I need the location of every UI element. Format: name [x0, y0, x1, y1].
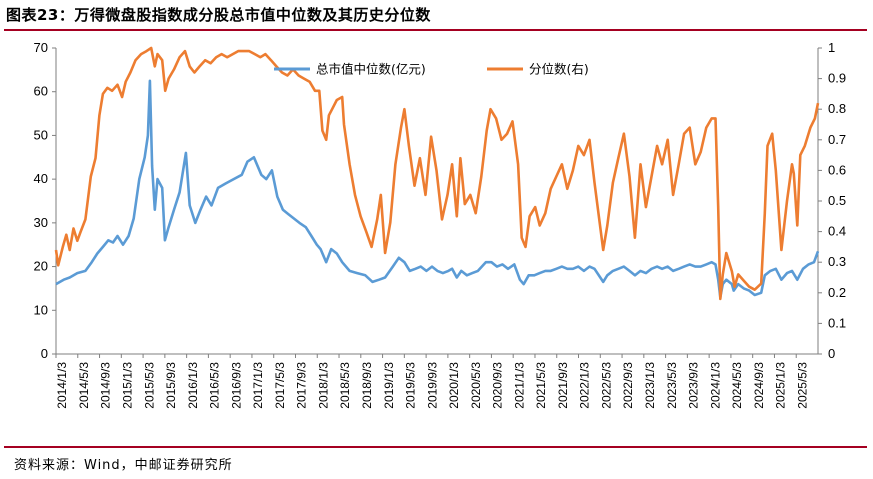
x-tick-label: 2018/9/3: [360, 362, 374, 409]
right-tick-label: 0.7: [828, 132, 846, 147]
series-line-market-cap-median: [55, 79, 820, 299]
right-tick-label: 0.6: [828, 162, 846, 177]
x-tick-label: 2024/1/3: [708, 362, 722, 409]
legend-label: 分位数(右): [529, 62, 589, 77]
x-tick-label: 2016/9/3: [229, 362, 243, 409]
bottom-divider: [4, 446, 867, 448]
x-tick-label: 2014/1/3: [55, 362, 69, 409]
right-tick-label: 0.3: [828, 254, 846, 269]
title-divider: [4, 29, 867, 31]
chart-svg: 0 10 20 30 40 50 60 70 0 0.1 0.2 0.3 0.4 0.5 0.6 0.7 0.8…: [34, 40, 847, 409]
x-tick-label: 2020/5/3: [469, 362, 483, 409]
x-tick-label: 2022/1/3: [578, 362, 592, 409]
x-tick-label: 2014/9/3: [99, 362, 113, 409]
left-tick-label: 0: [41, 346, 48, 361]
x-tick-label: 2018/1/3: [316, 362, 330, 409]
left-tick-label: 20: [34, 259, 48, 274]
x-tick-label: 2023/5/3: [665, 362, 679, 409]
x-tick-label: 2015/1/3: [121, 362, 135, 409]
x-tick-label: 2017/1/3: [251, 362, 265, 409]
x-tick-label: 2019/1/3: [382, 362, 396, 409]
legend-label: 总市值中位数(亿元): [316, 62, 426, 77]
left-tick-label: 50: [34, 127, 48, 142]
figure-title: 图表23：万得微盘股指数成分股总市值中位数及其历史分位数: [6, 6, 431, 24]
right-tick-label: 0.5: [828, 193, 846, 208]
x-tick-label: 2020/9/3: [491, 362, 505, 409]
left-tick-label: 10: [34, 302, 48, 317]
x-tick-label: 2022/5/3: [599, 362, 613, 409]
left-tick-label: 30: [34, 215, 48, 230]
x-tick-label: 2023/9/3: [687, 362, 701, 409]
x-tick-label: 2017/5/3: [273, 362, 287, 409]
x-tick-label: 2018/5/3: [338, 362, 352, 409]
right-tick-label: 0: [828, 346, 835, 361]
left-tick-label: 60: [34, 84, 48, 99]
x-tick-label: 2017/9/3: [295, 362, 309, 409]
x-tick-label: 2016/5/3: [208, 362, 222, 409]
right-tick-label: 1: [828, 40, 835, 55]
x-tick-label: 2021/9/3: [556, 362, 570, 409]
left-tick-label: 70: [34, 40, 48, 55]
x-tick-label: 2025/5/3: [795, 362, 809, 409]
right-tick-label: 0.8: [828, 101, 846, 116]
x-tick-label: 2024/5/3: [730, 362, 744, 409]
series-line-percentile: [54, 46, 820, 301]
x-tick-label: 2015/5/3: [142, 362, 156, 409]
right-tick-label: 0.1: [828, 315, 846, 330]
x-tick-label: 2016/1/3: [186, 362, 200, 409]
right-tick-label: 0.4: [828, 224, 846, 239]
x-tick-label: 2019/5/3: [404, 362, 418, 409]
x-tick-label: 2022/9/3: [621, 362, 635, 409]
source-note: 资料来源：Wind，中邮证券研究所: [14, 458, 233, 473]
x-tick-label: 2021/5/3: [534, 362, 548, 409]
right-tick-label: 0.9: [828, 71, 846, 86]
x-tick-label: 2015/9/3: [164, 362, 178, 409]
x-tick-label: 2014/5/3: [77, 362, 91, 409]
x-tick-label: 2024/9/3: [752, 362, 766, 409]
right-tick-label: 0.2: [828, 285, 846, 300]
x-tick-label: 2025/1/3: [774, 362, 788, 409]
x-tick-label: 2019/9/3: [425, 362, 439, 409]
left-tick-label: 40: [34, 171, 48, 186]
x-tick-label: 2023/1/3: [643, 362, 657, 409]
x-tick-label: 2021/1/3: [512, 362, 526, 409]
x-tick-label: 2020/1/3: [447, 362, 461, 409]
